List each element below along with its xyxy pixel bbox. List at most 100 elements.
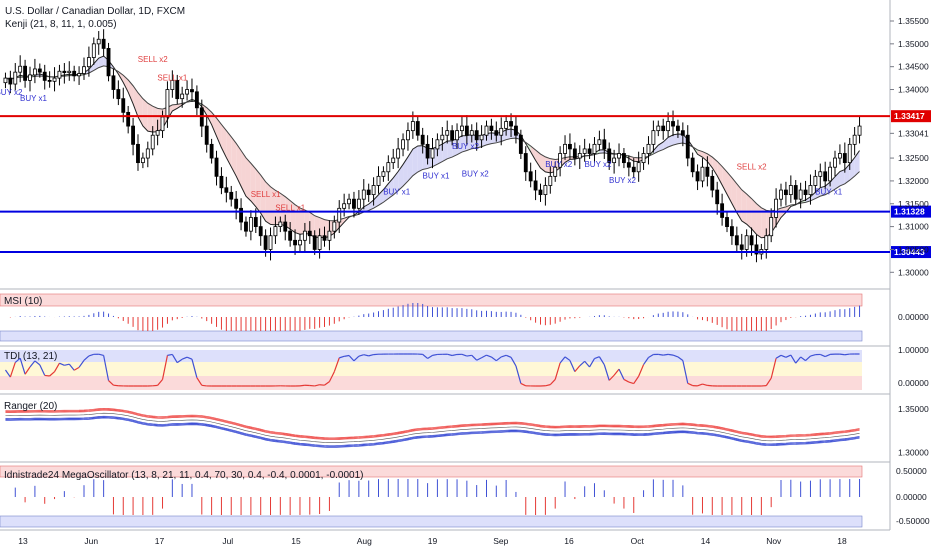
candle-body	[710, 175, 715, 191]
signal-label: BUY x1	[383, 188, 411, 197]
price-tick-label: 1.31000	[898, 222, 929, 232]
tdi-line-segment	[810, 354, 816, 357]
tdi-line-segment	[839, 353, 845, 356]
tdi-line-segment	[549, 379, 556, 386]
kenji-cloud-segment	[412, 145, 418, 176]
kenji-cloud-segment	[677, 133, 683, 144]
tdi-line-segment	[176, 358, 183, 364]
candle	[514, 116, 518, 144]
kenji-cloud-segment	[702, 151, 708, 162]
candle	[356, 190, 361, 215]
candle-body	[617, 153, 621, 159]
candle-body	[636, 162, 641, 173]
kenji-cloud-segment	[250, 163, 256, 207]
candle-body	[116, 89, 121, 100]
tdi-tick: 1.00000	[898, 345, 929, 355]
candle	[612, 149, 617, 174]
candle	[322, 226, 327, 247]
candle	[145, 141, 150, 168]
candle-body	[479, 134, 484, 141]
msi-pane: 0.00000	[0, 293, 929, 342]
candle-body	[837, 153, 842, 159]
candle	[150, 126, 155, 156]
price-axis: 1.35500 1.35000 1.34500 1.34000 1.33041 1.325…	[890, 16, 929, 277]
tdi-line-segment	[628, 381, 634, 385]
candle	[641, 147, 646, 170]
signal-label: BUY x1	[815, 188, 843, 197]
candle-body	[376, 175, 381, 186]
kenji-cloud-segment	[142, 98, 148, 132]
candle-body	[739, 244, 744, 250]
candle	[518, 129, 523, 159]
kenji-cloud-segment	[545, 156, 551, 173]
candle-body	[833, 157, 837, 168]
candle-body	[278, 221, 283, 228]
kenji-cloud-segment	[461, 135, 467, 153]
signal-label: BUY x2	[452, 142, 480, 151]
tdi-line-segment	[98, 353, 104, 357]
candle	[82, 57, 86, 80]
candle	[278, 216, 283, 233]
tdi-line-segment	[34, 360, 41, 366]
tdi-line-segment	[344, 354, 350, 357]
candle-body	[798, 189, 803, 200]
price-tick-label: 1.34000	[898, 85, 929, 95]
candle	[273, 216, 278, 244]
kenji-cloud-segment	[756, 203, 762, 238]
tdi-line-segment	[471, 354, 478, 361]
candle	[23, 59, 28, 88]
candle	[352, 191, 356, 218]
tdi-line-segment	[108, 380, 114, 386]
kenji-cloud-segment	[403, 156, 408, 187]
candle	[288, 222, 293, 247]
candle-body	[283, 221, 288, 232]
tdi-line-segment	[181, 356, 188, 360]
signal-label: SELL x2	[138, 55, 168, 64]
tdi-line-segment	[9, 362, 16, 378]
msi-tick: 0.00000	[898, 312, 929, 322]
candle	[833, 150, 837, 177]
candle-body	[8, 77, 13, 85]
candle-body	[489, 125, 494, 132]
candle	[494, 121, 499, 142]
candle-body	[548, 175, 553, 186]
time-axis: 13 Jun 17 Jul 15 Aug 19 Sep 16 Oct 14 Nov 18	[18, 536, 847, 546]
candle	[656, 120, 661, 137]
candle	[445, 120, 450, 144]
time-tick-label: Nov	[766, 536, 782, 546]
price-tick-label: 1.35000	[898, 39, 929, 49]
kenji-cloud-segment	[388, 177, 394, 199]
candle	[376, 166, 381, 194]
kenji-cloud-segment	[128, 79, 134, 104]
candle-body	[126, 111, 131, 127]
candle	[798, 182, 803, 209]
tdi-line-segment	[501, 354, 507, 358]
tdi-line-segment	[765, 377, 772, 386]
candle-body	[57, 70, 62, 79]
tdi-line-segment	[427, 354, 433, 359]
candle	[857, 116, 862, 144]
kenji-cloud-segment	[319, 217, 325, 238]
candle	[823, 161, 828, 190]
signal-label: SELL x1	[251, 190, 281, 199]
candle-body	[415, 121, 420, 136]
kenji-cloud-segment	[731, 177, 737, 213]
candle-body	[808, 185, 813, 196]
candle-body	[430, 148, 435, 159]
price-tick-label: 1.32500	[898, 153, 929, 163]
kenji-cloud-segment	[226, 130, 232, 167]
tdi-line-segment	[363, 354, 369, 357]
candle	[695, 164, 700, 191]
candle-body	[671, 121, 675, 127]
signal-label: BUY x1	[423, 172, 451, 181]
grid	[0, 0, 891, 531]
candle	[140, 152, 145, 169]
tdi-line-segment	[161, 355, 169, 380]
candle	[793, 179, 798, 205]
kenji-cloud-segment	[486, 132, 492, 145]
candle-body	[214, 157, 219, 177]
price-tick-label: 1.32000	[898, 176, 929, 186]
candle	[32, 58, 37, 84]
candle-body	[327, 230, 332, 241]
candle-body	[121, 98, 126, 113]
